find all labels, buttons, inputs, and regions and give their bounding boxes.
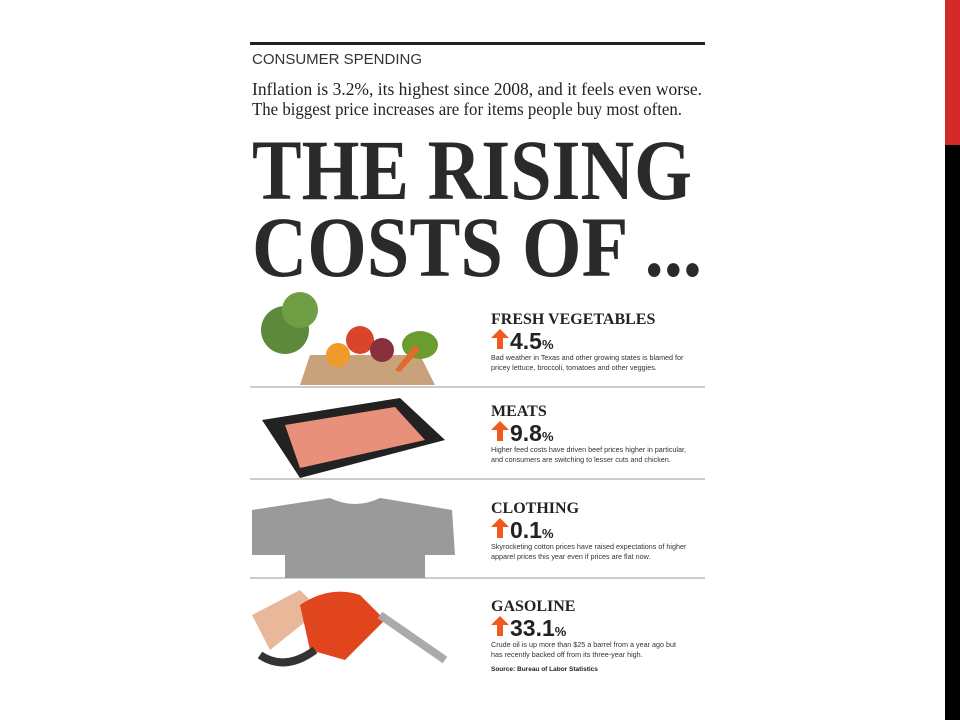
item-description: and consumers are switching to lesser cu… — [491, 455, 671, 464]
subtitle: Inflation is 3.2%, its highest since 200… — [252, 79, 702, 99]
gas-nozzle-image — [252, 590, 448, 667]
item-description: has recently backed off from its three-y… — [491, 650, 643, 659]
item-name: MEATS — [491, 403, 547, 420]
item-description: apparel prices this year even if prices … — [491, 552, 650, 561]
change-unit: % — [542, 337, 554, 352]
change: 33.1% — [510, 615, 567, 641]
subtitle: The biggest price increases are for item… — [252, 99, 682, 119]
change: 0.1% — [510, 517, 554, 543]
change-value: 4.5 — [510, 328, 542, 354]
change-unit: % — [542, 429, 554, 444]
section-label: CONSUMER SPENDING — [252, 51, 422, 68]
item-name: CLOTHING — [491, 500, 580, 517]
top-rule — [250, 42, 705, 45]
item-description: pricey lettuce, broccoli, tomatoes and o… — [491, 363, 657, 372]
meat-image — [262, 398, 445, 478]
change-unit: % — [542, 526, 554, 541]
headline: COSTS OF ... — [252, 199, 702, 295]
change-value: 9.8 — [510, 420, 542, 446]
item-name: GASOLINE — [491, 598, 575, 615]
shirt-image — [252, 498, 455, 578]
accent-bar — [945, 0, 960, 145]
source: Source: Bureau of Labor Statistics — [491, 666, 598, 673]
vegetables-image — [261, 292, 438, 385]
item-description: Skyrocketing cotton prices have raised e… — [491, 542, 687, 551]
up-arrow — [491, 518, 509, 538]
change: 4.5% — [510, 328, 554, 354]
headline: THE RISING — [252, 122, 692, 218]
item-description: Higher feed costs have driven beef price… — [491, 445, 686, 454]
up-arrow — [491, 329, 509, 349]
up-arrow — [491, 616, 509, 636]
change-value: 0.1 — [510, 517, 542, 543]
item-description: Bad weather in Texas and other growing s… — [491, 353, 684, 362]
item-name: FRESH VEGETABLES — [491, 311, 655, 328]
side-bar — [945, 145, 960, 720]
change: 9.8% — [510, 420, 554, 446]
change-value: 33.1 — [510, 615, 555, 641]
up-arrow — [491, 421, 509, 441]
change-unit: % — [555, 624, 567, 639]
item-description: Crude oil is up more than $25 a barrel f… — [491, 640, 676, 649]
